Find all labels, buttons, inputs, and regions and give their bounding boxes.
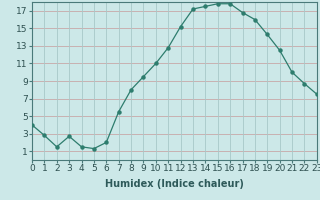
X-axis label: Humidex (Indice chaleur): Humidex (Indice chaleur) — [105, 179, 244, 189]
